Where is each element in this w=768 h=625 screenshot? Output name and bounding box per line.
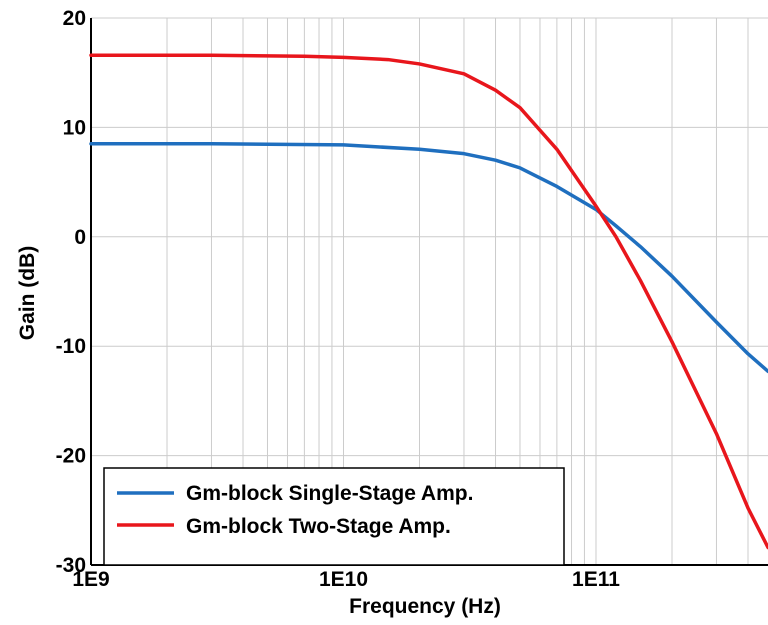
y-axis-label: Gain (dB) <box>16 246 39 341</box>
y-tick-label: -20 <box>56 445 86 468</box>
y-tick-label: 20 <box>63 7 86 30</box>
x-tick-label: 1E11 <box>572 568 620 591</box>
legend-label-two-stage: Gm-block Two-Stage Amp. <box>186 515 451 538</box>
y-tick-label: -10 <box>56 335 86 358</box>
legend-box <box>103 467 565 566</box>
x-axis-label: Frequency (Hz) <box>349 595 501 618</box>
x-tick-label: 1E9 <box>72 568 109 591</box>
x-tick-label: 1E10 <box>319 568 368 591</box>
legend: Gm-block Single-Stage Amp. Gm-block Two-… <box>103 467 565 566</box>
y-tick-label: -30 <box>56 554 86 577</box>
y-tick-label: 10 <box>63 116 86 139</box>
series-line-single-stage <box>89 142 768 374</box>
y-tick-label: 0 <box>74 226 86 249</box>
series-line-two-stage <box>89 53 768 550</box>
series <box>89 53 768 550</box>
legend-label-single-stage: Gm-block Single-Stage Amp. <box>186 482 473 505</box>
